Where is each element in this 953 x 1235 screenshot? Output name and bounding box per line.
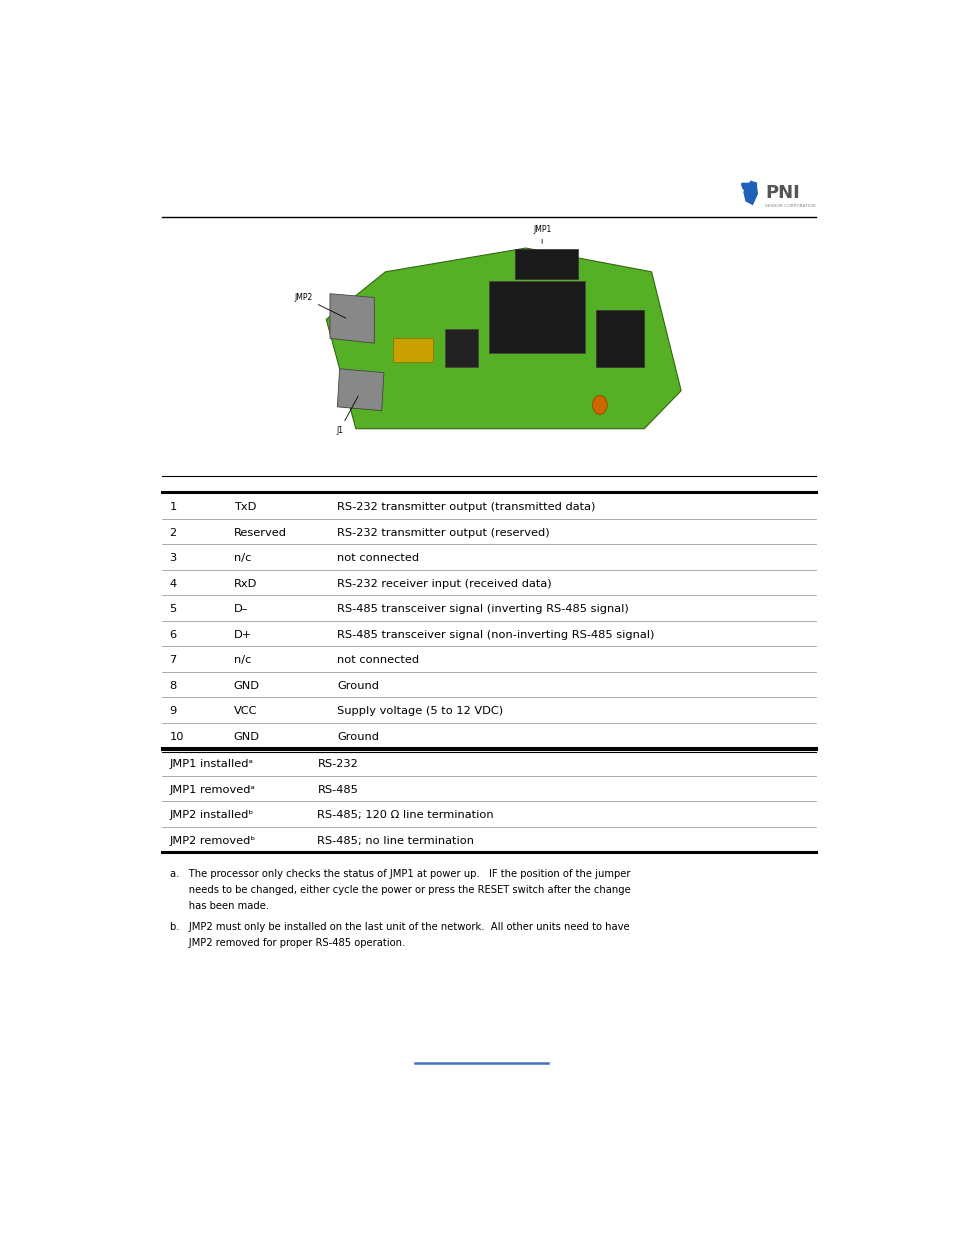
Text: D+: D+ — [233, 630, 252, 640]
Text: RS-485; 120 Ω line termination: RS-485; 120 Ω line termination — [317, 810, 494, 820]
Text: 7: 7 — [170, 656, 176, 666]
Text: JMP1 removedᵃ: JMP1 removedᵃ — [170, 784, 255, 794]
Text: PNI: PNI — [764, 184, 800, 201]
Text: 6: 6 — [170, 630, 176, 640]
Text: 1: 1 — [170, 503, 176, 513]
Bar — [515, 249, 577, 279]
Text: Ground: Ground — [337, 732, 379, 742]
Text: RS-232 transmitter output (transmitted data): RS-232 transmitter output (transmitted d… — [337, 503, 595, 513]
Text: VCC: VCC — [233, 706, 257, 716]
Text: not connected: not connected — [337, 553, 419, 563]
Text: 3: 3 — [170, 553, 176, 563]
Text: Reserved: Reserved — [233, 527, 287, 538]
Polygon shape — [742, 180, 758, 205]
Text: RxD: RxD — [233, 579, 257, 589]
Text: RS-485; no line termination: RS-485; no line termination — [317, 836, 474, 846]
Text: not connected: not connected — [337, 656, 419, 666]
Text: JMP2 installedᵇ: JMP2 installedᵇ — [170, 810, 253, 820]
Text: RS-232: RS-232 — [317, 760, 357, 769]
Text: 10: 10 — [170, 732, 184, 742]
Text: RS-232 transmitter output (reserved): RS-232 transmitter output (reserved) — [337, 527, 550, 538]
Text: has been made.: has been made. — [170, 900, 269, 910]
Text: Ground: Ground — [337, 680, 379, 690]
Text: Supply voltage (5 to 12 VDC): Supply voltage (5 to 12 VDC) — [337, 706, 503, 716]
Bar — [444, 329, 477, 367]
Polygon shape — [330, 294, 374, 343]
Text: b.   JMP2 must only be installed on the last unit of the network.  All other uni: b. JMP2 must only be installed on the la… — [170, 923, 628, 932]
Text: n/c: n/c — [233, 553, 251, 563]
Text: J1: J1 — [335, 396, 357, 435]
Text: JMP2: JMP2 — [294, 293, 346, 319]
Text: 2: 2 — [170, 527, 176, 538]
Text: RS-485 transceiver signal (inverting RS-485 signal): RS-485 transceiver signal (inverting RS-… — [337, 604, 628, 614]
Text: 4: 4 — [170, 579, 176, 589]
Text: n/c: n/c — [233, 656, 251, 666]
Text: TxD: TxD — [233, 503, 256, 513]
Text: SENSOR CORPORATION: SENSOR CORPORATION — [764, 204, 815, 209]
Circle shape — [592, 395, 606, 415]
Polygon shape — [337, 369, 383, 411]
Text: 8: 8 — [170, 680, 176, 690]
Text: JMP2 removed for proper RS-485 operation.: JMP2 removed for proper RS-485 operation… — [170, 937, 404, 947]
Text: D–: D– — [233, 604, 248, 614]
Text: JMP1 installedᵃ: JMP1 installedᵃ — [170, 760, 253, 769]
Text: GND: GND — [233, 732, 259, 742]
Polygon shape — [326, 248, 680, 429]
Bar — [596, 310, 643, 367]
Text: 5: 5 — [170, 604, 176, 614]
Text: RS-232 receiver input (received data): RS-232 receiver input (received data) — [337, 579, 552, 589]
Bar — [393, 338, 433, 362]
Text: RS-485 transceiver signal (non-inverting RS-485 signal): RS-485 transceiver signal (non-inverting… — [337, 630, 654, 640]
Polygon shape — [741, 183, 756, 191]
Text: JMP2 removedᵇ: JMP2 removedᵇ — [170, 836, 255, 846]
Text: RS-485: RS-485 — [317, 784, 358, 794]
Text: a.   The processor only checks the status of JMP1 at power up.   IF the position: a. The processor only checks the status … — [170, 869, 629, 879]
Text: needs to be changed, either cycle the power or press the RESET switch after the : needs to be changed, either cycle the po… — [170, 885, 630, 895]
Text: 9: 9 — [170, 706, 176, 716]
Bar — [488, 282, 584, 353]
Text: JMP1: JMP1 — [533, 225, 551, 243]
Text: GND: GND — [233, 680, 259, 690]
